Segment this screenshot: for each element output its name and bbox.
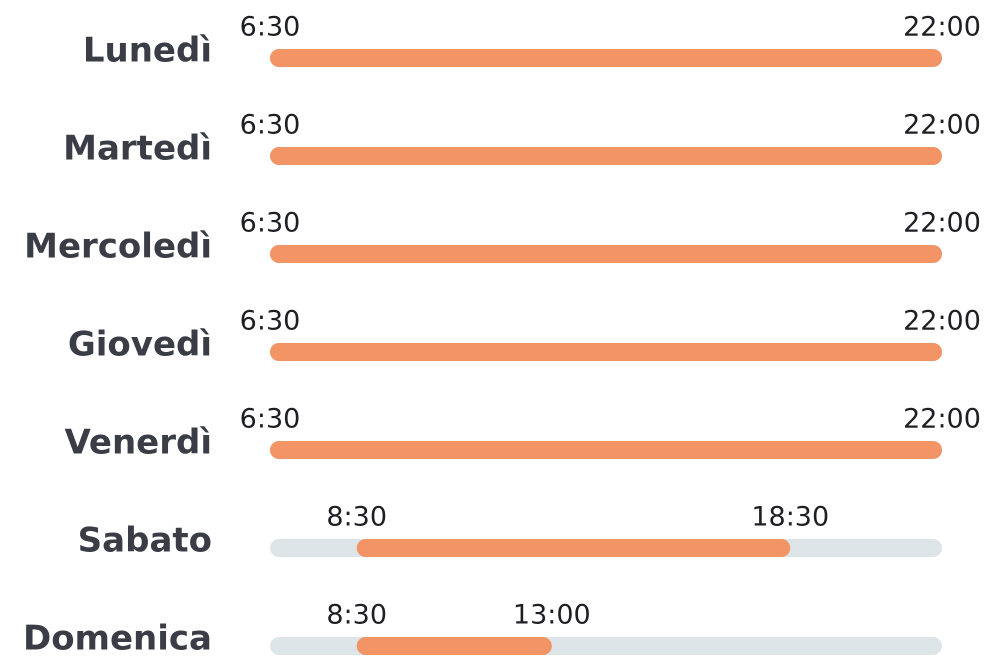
open-bar — [270, 441, 942, 459]
open-time: 6:30 — [240, 208, 301, 239]
day-name: Mercoledì — [24, 227, 212, 267]
day-name: Martedì — [63, 129, 212, 169]
open-time: 8:30 — [326, 502, 387, 533]
close-time: 22:00 — [903, 404, 981, 435]
open-time: 6:30 — [240, 110, 301, 141]
day-name: Giovedì — [68, 325, 212, 365]
open-time: 6:30 — [240, 404, 301, 435]
close-time: 22:00 — [903, 208, 981, 239]
open-bar — [356, 637, 552, 655]
open-time: 6:30 — [240, 12, 301, 43]
close-time: 13:00 — [513, 600, 591, 631]
day-name: Lunedì — [83, 31, 212, 71]
open-bar — [270, 147, 942, 165]
open-time: 8:30 — [326, 600, 387, 631]
open-bar — [356, 539, 791, 557]
close-time: 18:30 — [751, 502, 829, 533]
close-time: 22:00 — [903, 110, 981, 141]
open-bar — [270, 49, 942, 67]
close-time: 22:00 — [903, 12, 981, 43]
close-time: 22:00 — [903, 306, 981, 337]
day-name: Domenica — [23, 619, 212, 659]
day-name: Venerdì — [64, 423, 212, 463]
open-bar — [270, 343, 942, 361]
open-bar — [270, 245, 942, 263]
open-time: 6:30 — [240, 306, 301, 337]
day-name: Sabato — [78, 521, 212, 561]
